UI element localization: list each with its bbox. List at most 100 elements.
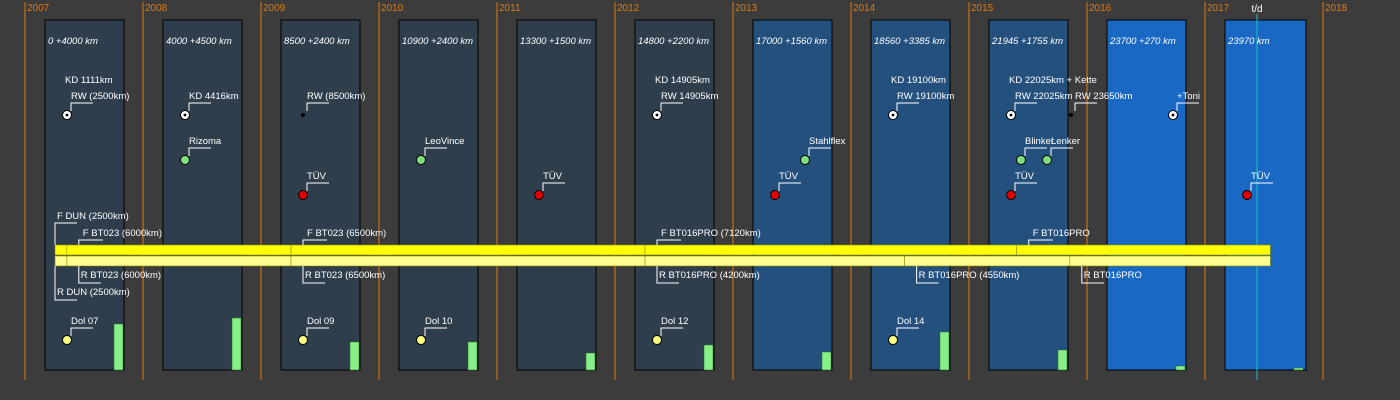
event-label: Dol 14: [897, 316, 924, 327]
event-label: Dol 07: [71, 316, 98, 327]
front-tire-label: F BT023 (6000km): [83, 228, 162, 239]
event-dot-red: [770, 190, 780, 200]
event-leader: [306, 327, 329, 336]
event-leader: [896, 102, 919, 111]
rear-tire-bar: [290, 255, 646, 267]
event-dot-green: [416, 155, 426, 165]
front-tire-label: F DUN (2500km): [57, 211, 129, 222]
event-leader: [896, 327, 919, 336]
event-leader: [808, 147, 831, 156]
event-label: KD 14905km: [655, 75, 710, 86]
event-leader: [306, 102, 329, 111]
rear-tire-label: R BT016PRO (4550km): [919, 270, 1020, 281]
event-label: RW 23650km: [1075, 91, 1132, 102]
panel-km-label: 0 +4000 km: [48, 36, 98, 47]
event-label: KD 19100km: [891, 75, 946, 86]
event-dot-small: [1069, 113, 1073, 117]
year-label: 2011: [499, 3, 521, 14]
front-tire-leader: [656, 239, 681, 245]
event-leader: [1014, 102, 1037, 111]
event-dot-green: [180, 155, 190, 165]
front-tire-label: F BT016PRO (7120km): [661, 228, 761, 239]
rear-tire-bar: [66, 255, 292, 267]
mileage-bar: [113, 323, 124, 371]
panel-km-label: 4000 +4500 km: [166, 36, 232, 47]
event-leader: [778, 182, 801, 191]
year-panel: [870, 19, 951, 371]
rear-tire-leader: [656, 266, 679, 284]
year-label: 2013: [735, 3, 758, 14]
event-dot-center: [655, 113, 659, 117]
event-dot-green: [1042, 155, 1052, 165]
front-tire-leader: [54, 222, 77, 245]
event-leader: [1014, 182, 1037, 191]
front-tire-label: F BT023 (6500km): [307, 228, 386, 239]
event-label: KD 22025km + Kette: [1009, 75, 1097, 86]
event-dot-yellow: [416, 335, 426, 345]
front-tire-bar: [1016, 244, 1271, 256]
year-label: 2017: [1207, 3, 1230, 14]
year-label: 2015: [971, 3, 994, 14]
year-label: 2007: [27, 3, 50, 14]
front-tire-bar: [644, 244, 1018, 256]
year-panel: [516, 19, 597, 371]
event-dot-green: [1016, 155, 1026, 165]
event-label: RW 19100km: [897, 91, 954, 102]
event-label: LeoVince: [425, 136, 464, 147]
rear-tire-bar: [54, 255, 68, 267]
mileage-bar: [349, 341, 360, 371]
event-dot-small: [301, 113, 305, 117]
event-leader: [188, 147, 211, 156]
panel-km-label: 23700 +270 km: [1109, 36, 1176, 47]
rear-tire-leader: [1081, 266, 1104, 284]
panel-km-label: 13300 +1500 km: [520, 36, 591, 47]
year-label: 2012: [617, 3, 640, 14]
event-dot-yellow: [652, 335, 662, 345]
year-label: 2008: [145, 3, 168, 14]
event-label: +Toni: [1177, 91, 1200, 102]
mileage-bar: [939, 331, 950, 371]
year-panel: [1224, 19, 1307, 371]
event-label: RW (8500km): [307, 91, 365, 102]
year-panel: [398, 19, 479, 371]
event-dot-center: [65, 113, 69, 117]
today-label: t/d: [1251, 4, 1262, 15]
event-label: Dol 12: [661, 316, 688, 327]
event-leader: [1250, 182, 1273, 191]
rear-tire-label: R BT016PRO: [1084, 270, 1142, 281]
event-label: KD 1111km: [65, 75, 113, 86]
event-leader: [306, 182, 329, 191]
front-tire-bar: [290, 244, 646, 256]
front-tire-leader: [302, 239, 327, 245]
event-label: Rizoma: [189, 136, 222, 147]
year-label: 2016: [1089, 3, 1112, 14]
rear-tire-leader: [916, 266, 939, 284]
year-label: 2018: [1325, 3, 1348, 14]
year-label: 2009: [263, 3, 286, 14]
rear-tire-label: R BT023 (6000km): [81, 270, 161, 281]
panel-km-label: 8500 +2400 km: [284, 36, 350, 47]
event-dot-yellow: [62, 335, 72, 345]
rear-tire-bar: [1069, 255, 1271, 267]
event-leader: [1024, 147, 1047, 156]
event-label: TÜV: [1015, 171, 1035, 182]
event-label: TÜV: [779, 171, 799, 182]
year-panel: [1106, 19, 1187, 371]
front-tire-label: F BT016PRO: [1033, 228, 1090, 239]
event-dot-red: [1242, 190, 1252, 200]
year-label: 2010: [381, 3, 404, 14]
event-leader: [542, 182, 565, 191]
rear-tire-leader: [54, 266, 77, 301]
event-label: RW 14905km: [661, 91, 718, 102]
rear-tire-label: R BT016PRO (4200km): [659, 270, 760, 281]
event-leader: [70, 102, 93, 111]
event-leader: [660, 102, 683, 111]
front-tire-leader: [1028, 239, 1053, 245]
event-dot-yellow: [298, 335, 308, 345]
event-label: TÜV: [1251, 171, 1271, 182]
event-leader: [1176, 102, 1199, 111]
event-dot-center: [183, 113, 187, 117]
event-dot-center: [1009, 113, 1013, 117]
event-leader: [424, 327, 447, 336]
